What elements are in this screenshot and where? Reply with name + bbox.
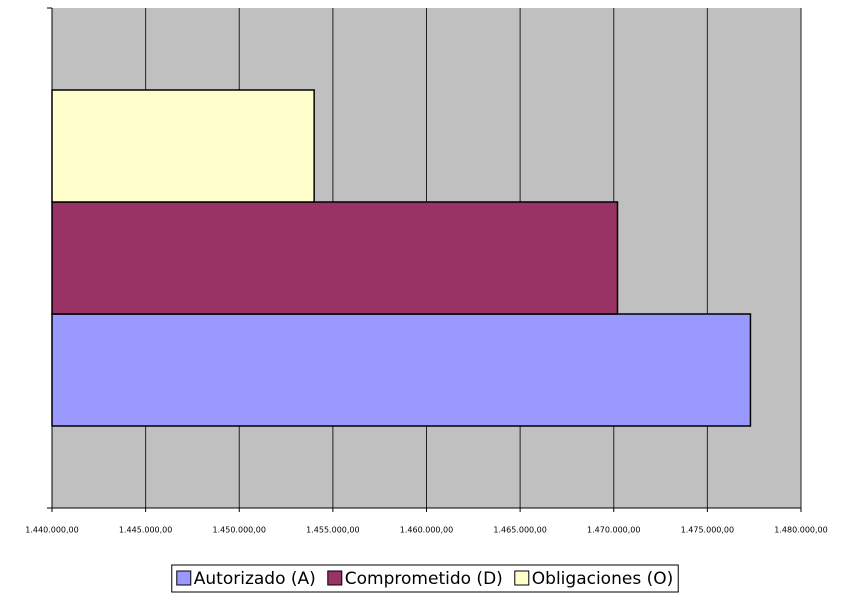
x-tick-label: 1.470.000,00 (587, 526, 640, 535)
x-tick-label: 1.475.000,00 (681, 526, 734, 535)
x-tick-label: 1.445.000,00 (119, 526, 172, 535)
x-tick-label: 1.460.000,00 (400, 526, 453, 535)
legend-label: Comprometido (D) (345, 569, 503, 589)
legend-swatch (176, 570, 192, 586)
bar (51, 201, 619, 315)
legend-label: Obligaciones (O) (532, 569, 673, 589)
x-tick-label: 1.480.000,00 (774, 526, 827, 535)
legend-label: Autorizado (A) (194, 569, 316, 589)
x-tick-label: 1.455.000,00 (306, 526, 359, 535)
x-tick-label: 1.440.000,00 (25, 526, 78, 535)
bar (51, 89, 315, 203)
legend-swatch (327, 570, 343, 586)
legend-box (171, 564, 679, 593)
x-tick-label: 1.450.000,00 (213, 526, 266, 535)
legend: Autorizado (A) Comprometido (D) Obligacion… (171, 564, 679, 593)
x-tick-label: 1.465.000,00 (493, 526, 546, 535)
legend-swatch (514, 570, 530, 586)
bar (51, 313, 752, 427)
